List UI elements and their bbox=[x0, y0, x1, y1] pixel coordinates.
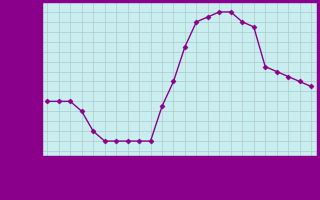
X-axis label: Windchill (Refroidissement éolien,°C): Windchill (Refroidissement éolien,°C) bbox=[64, 172, 295, 182]
